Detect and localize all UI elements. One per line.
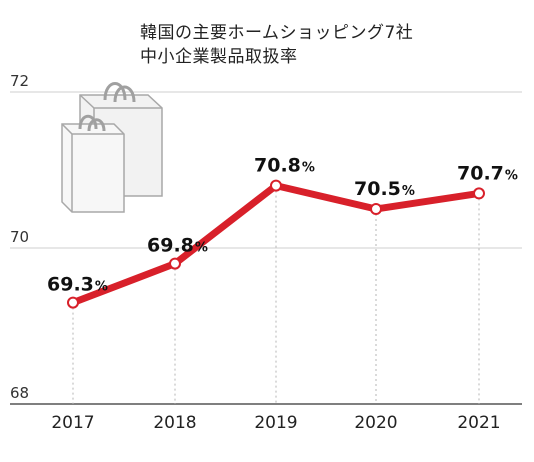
y-tick-label: 68: [10, 384, 29, 402]
x-tick-label: 2020: [354, 413, 397, 433]
data-label-2017: 69.3%: [47, 274, 108, 296]
grid-layer: 68 70 72 2017 2018 2019 2020 2021: [10, 72, 522, 433]
y-tick-label: 72: [10, 72, 29, 90]
chart-title-line-2: 中小企業製品取扱率: [140, 47, 298, 67]
data-point-2018: [169, 257, 181, 270]
data-point-2020: [370, 203, 382, 215]
data-label-2018: 69.8%: [147, 235, 208, 257]
x-tick-label: 2017: [51, 413, 94, 433]
x-tick-label: 2021: [457, 413, 500, 433]
series-layer: [67, 179, 485, 309]
data-label-2021: 70.7%: [457, 162, 518, 184]
data-point-2017: [67, 296, 79, 309]
chart-title-line-1: 韓国の主要ホームショッピング7社: [140, 23, 414, 43]
x-tick-label: 2018: [153, 413, 196, 433]
data-label-2019: 70.8%: [254, 155, 315, 177]
label-layer: 69.3% 69.8% 70.8% 70.5% 70.7%: [47, 155, 518, 296]
y-tick-label: 70: [10, 228, 29, 246]
x-tick-label: 2019: [254, 413, 297, 433]
data-point-2019: [270, 179, 282, 192]
data-point-2021: [473, 187, 485, 200]
series-line: [69, 182, 483, 307]
shopping-bags-icon: [61, 82, 163, 213]
data-label-2020: 70.5%: [354, 178, 415, 200]
